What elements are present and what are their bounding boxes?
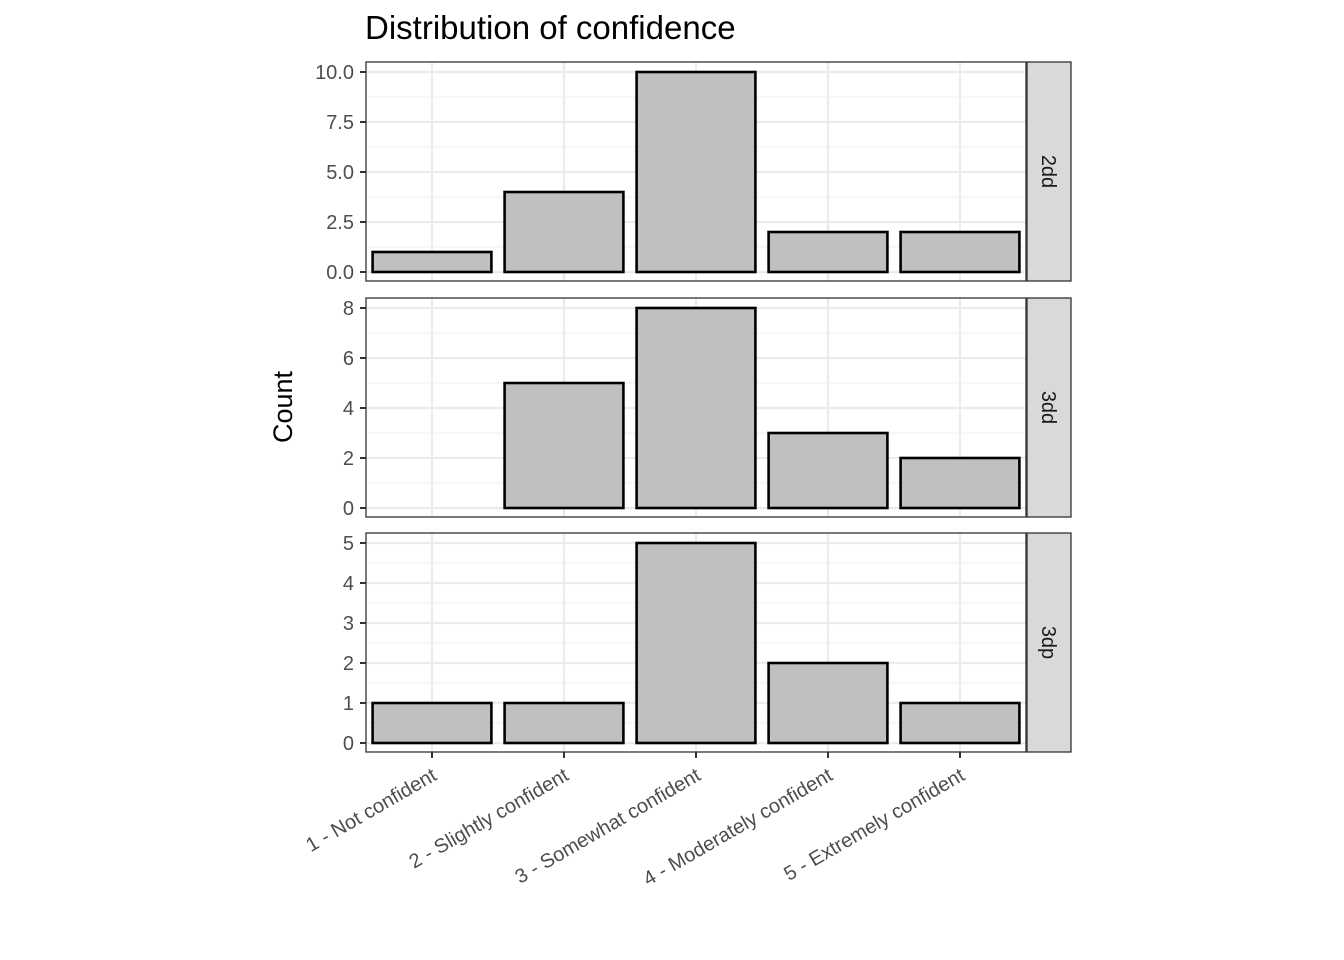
bar-3dp-1	[371, 701, 493, 745]
facet-strip	[1026, 532, 1072, 753]
facet-strip-label: 2dd	[1037, 155, 1059, 188]
y-tick-label: 4	[343, 398, 354, 420]
facet-panel-3dd: 0 2 4 6 8 3dd	[343, 297, 1072, 520]
facet-strip	[1026, 297, 1072, 518]
facet-panels: 0.0 2.5 5.0 7.5 10.0 2dd 0 2 4 6 8 3dd 0 1 2 3 4 5 3dp	[315, 61, 1072, 755]
y-tick-label: 3	[343, 613, 354, 635]
y-tick-label: 2	[343, 653, 354, 675]
bar-2dd-5	[899, 230, 1021, 274]
bar-2dd-2	[503, 190, 625, 274]
y-tick-label: 6	[343, 348, 354, 370]
y-tick-label: 8	[343, 298, 354, 320]
y-tick-label: 0.0	[326, 262, 354, 284]
facet-panel-2dd: 0.0 2.5 5.0 7.5 10.0 2dd	[315, 61, 1072, 284]
bar-3dp-4	[767, 661, 889, 745]
y-tick-label: 7.5	[326, 112, 354, 134]
facet-strip-label: 3dd	[1037, 391, 1059, 424]
y-tick-label: 1	[343, 693, 354, 715]
y-tick-label: 2	[343, 448, 354, 470]
y-tick-label: 4	[343, 573, 354, 595]
y-tick-label: 5.0	[326, 162, 354, 184]
bar-2dd-1	[371, 250, 493, 274]
bar-2dd-3	[635, 70, 757, 274]
panel-border	[365, 61, 1027, 282]
bar-3dp-5	[899, 701, 1021, 745]
y-tick-label: 5	[343, 533, 354, 555]
bar-2dd-4	[767, 230, 889, 274]
y-tick-label: 0	[343, 498, 354, 520]
facet-panel-3dp: 0 1 2 3 4 5 3dp	[343, 532, 1072, 755]
facet-strip	[1026, 61, 1072, 282]
panel-border	[365, 297, 1027, 518]
bar-3dp-3	[635, 541, 757, 745]
bar-3dd-3	[635, 306, 757, 510]
y-tick-label: 10.0	[315, 62, 354, 84]
bar-3dd-5	[899, 456, 1021, 510]
chart-title: Distribution of confidence	[365, 9, 736, 46]
y-axis-label: Count	[268, 370, 298, 443]
bar-3dp-2	[503, 701, 625, 745]
bar-3dd-4	[767, 431, 889, 510]
x-tick-label: 1 - Not confident	[302, 764, 440, 857]
y-tick-label: 2.5	[326, 212, 354, 234]
y-tick-label: 0	[343, 733, 354, 755]
facet-strip-label: 3dp	[1037, 626, 1059, 659]
bar-3dd-2	[503, 381, 625, 510]
